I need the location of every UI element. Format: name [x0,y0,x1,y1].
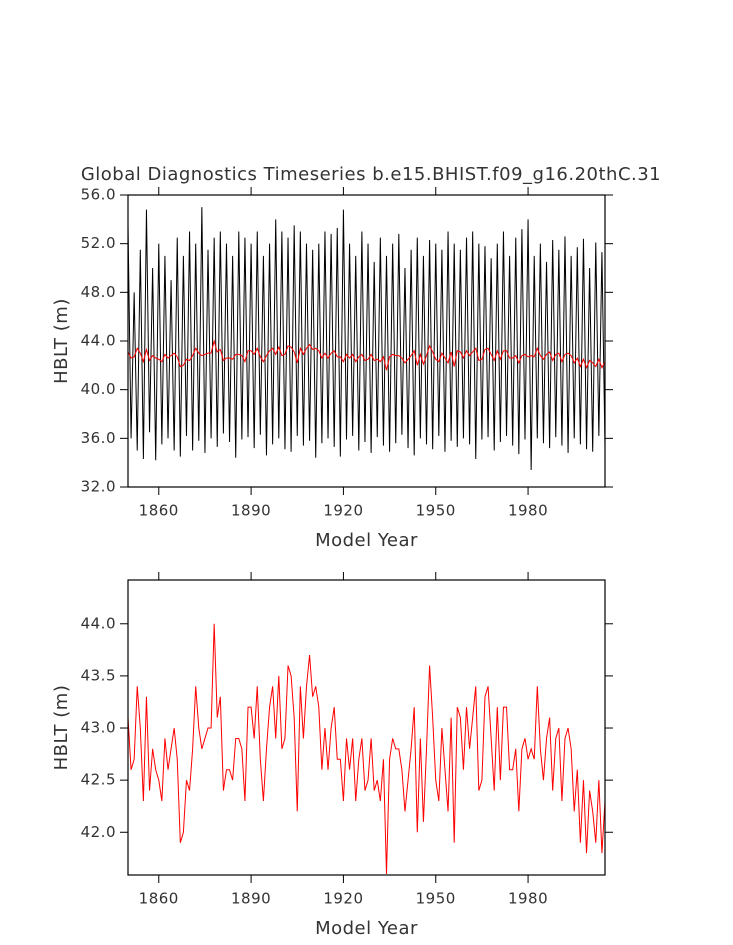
x-tick-label: 1890 [231,502,271,520]
y-tick-label: 48.0 [81,283,116,301]
y-tick-label: 32.0 [81,478,116,496]
y-tick-label: 42.0 [81,823,116,841]
y-tick-label: 43.5 [81,666,116,684]
y-tick-label: 44.0 [81,614,116,632]
y-axis-title: HBLT (m) [51,298,72,384]
x-tick-label: 1950 [416,890,456,908]
y-tick-label: 52.0 [81,234,116,252]
x-tick-label: 1920 [323,890,363,908]
y-axis-title: HBLT (m) [51,685,72,771]
x-tick-label: 1950 [416,502,456,520]
data-line [127,207,606,470]
x-tick-label: 1980 [508,502,548,520]
x-tick-label: 1920 [323,502,363,520]
x-tick-label: 1860 [139,502,179,520]
y-tick-label: 56.0 [81,186,116,204]
x-axis-title: Model Year [315,918,418,939]
x-tick-label: 1860 [139,890,179,908]
y-tick-label: 40.0 [81,380,116,398]
chart-title: Global Diagnostics Timeseries b.e15.BHIS… [81,164,661,185]
y-tick-label: 36.0 [81,429,116,447]
x-axis-title: Model Year [315,530,418,551]
y-tick-label: 43.0 [81,719,116,737]
plot-frame [127,579,606,876]
data-line [127,339,606,371]
x-tick-label: 1980 [508,890,548,908]
x-tick-label: 1890 [231,890,271,908]
y-tick-label: 42.5 [81,771,116,789]
y-tick-label: 44.0 [81,332,116,350]
data-line [127,623,606,874]
